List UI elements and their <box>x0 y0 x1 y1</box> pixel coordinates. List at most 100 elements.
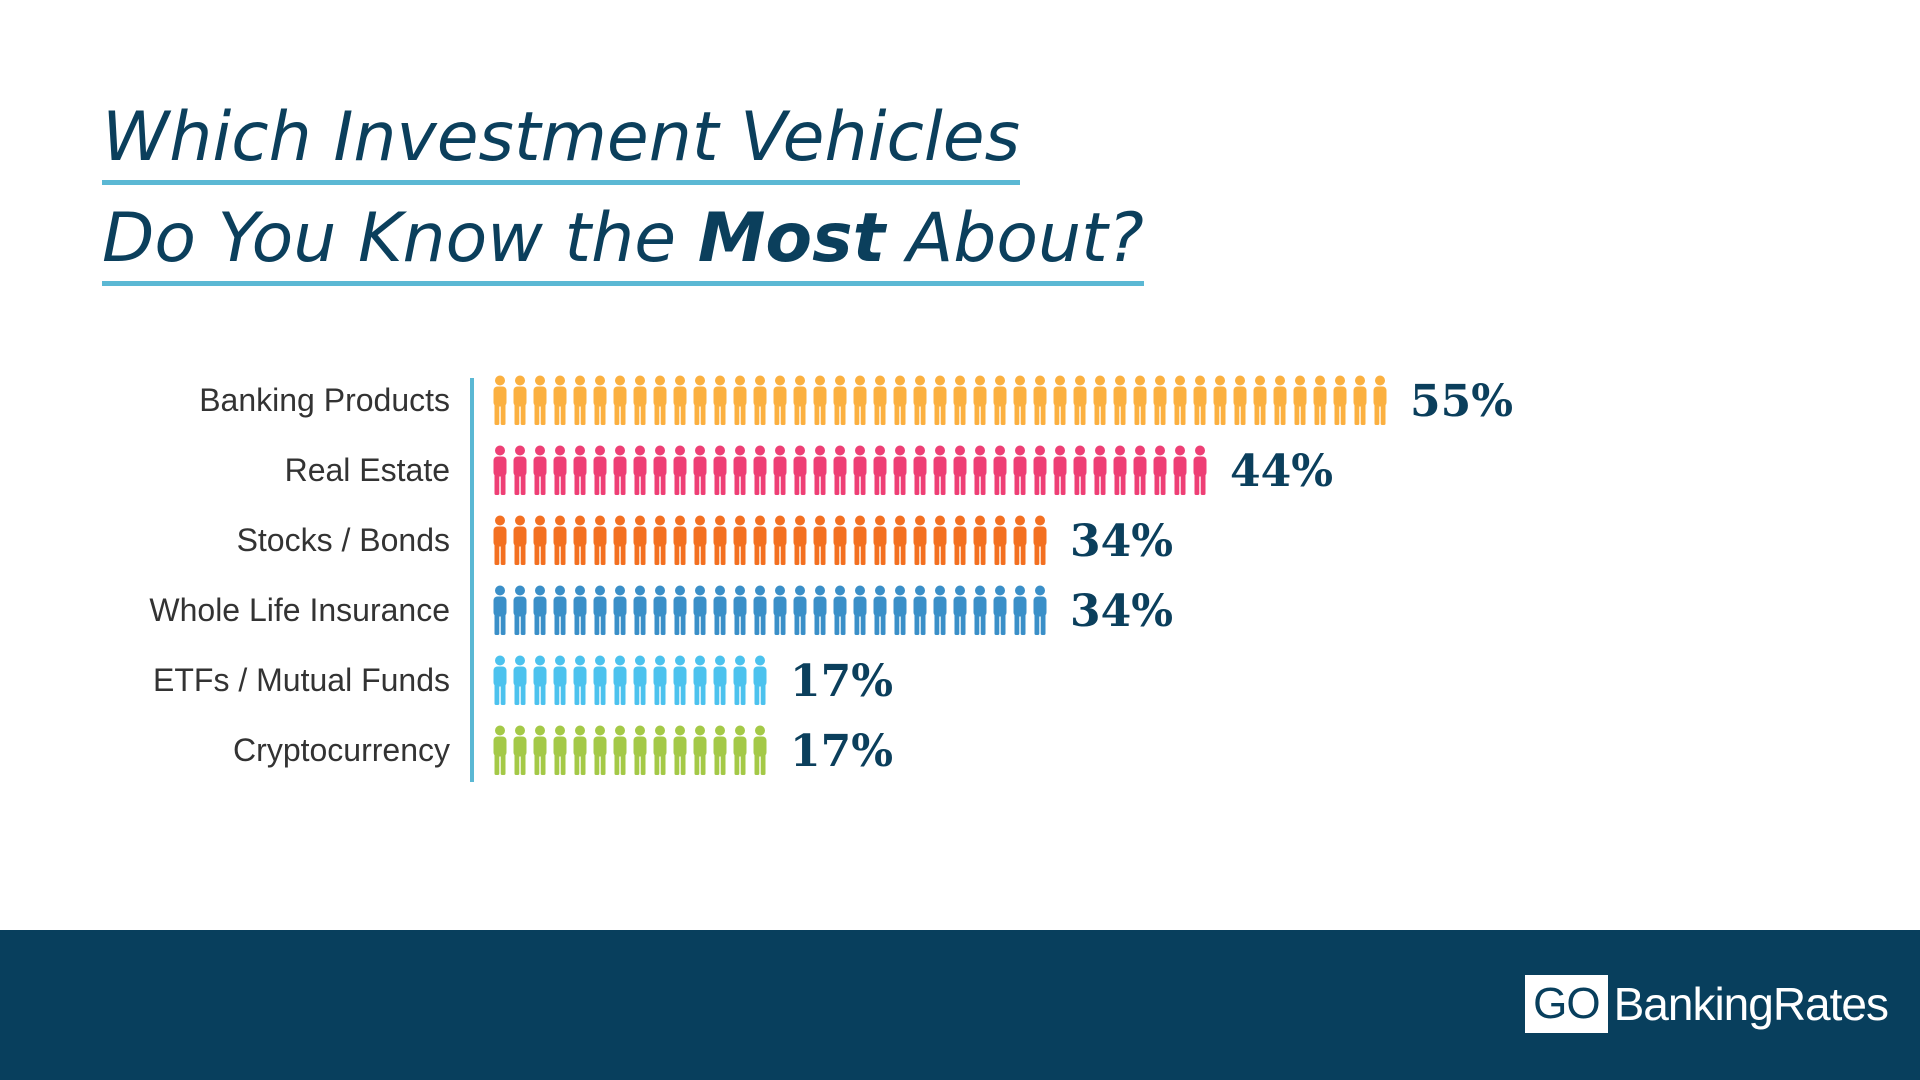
person-icon <box>713 445 727 495</box>
person-icon <box>1173 445 1187 495</box>
person-icon <box>613 655 627 705</box>
person-icon <box>1233 375 1247 425</box>
person-icon <box>533 585 547 635</box>
category-label: ETFs / Mutual Funds <box>153 662 450 698</box>
person-icon <box>673 515 687 565</box>
category-label: Stocks / Bonds <box>237 522 450 558</box>
person-icon <box>513 725 527 775</box>
person-icon <box>733 585 747 635</box>
person-icon <box>653 445 667 495</box>
person-icon <box>733 725 747 775</box>
person-icon <box>1193 445 1207 495</box>
person-icon <box>553 445 567 495</box>
person-icon <box>973 375 987 425</box>
person-icon <box>753 445 767 495</box>
value-label: 17% <box>790 656 893 707</box>
person-icon <box>573 375 587 425</box>
person-icon <box>573 725 587 775</box>
person-icon <box>1313 375 1327 425</box>
person-icon <box>713 725 727 775</box>
person-icon <box>753 725 767 775</box>
person-icon <box>673 725 687 775</box>
person-icon <box>553 515 567 565</box>
person-icon <box>753 655 767 705</box>
bar-row: Real Estate 44% <box>285 445 1333 497</box>
logo-go: GO <box>1525 975 1608 1033</box>
person-icon <box>633 375 647 425</box>
person-icon <box>593 515 607 565</box>
person-icon <box>773 375 787 425</box>
person-icon <box>1033 445 1047 495</box>
person-icon <box>613 585 627 635</box>
person-icon <box>573 515 587 565</box>
person-icon <box>853 515 867 565</box>
person-icon <box>893 515 907 565</box>
value-label: 17% <box>790 726 893 777</box>
title-emphasis: Most <box>697 199 886 278</box>
person-icon <box>773 585 787 635</box>
person-icon <box>993 515 1007 565</box>
person-icon <box>733 515 747 565</box>
person-icon <box>493 585 507 635</box>
value-label: 44% <box>1230 446 1333 497</box>
person-icon <box>1133 375 1147 425</box>
person-icon <box>853 585 867 635</box>
person-icon <box>813 375 827 425</box>
person-icon <box>693 585 707 635</box>
person-icon <box>593 655 607 705</box>
person-icon <box>1013 445 1027 495</box>
bar-row: Cryptocurrency 17% <box>233 725 893 777</box>
person-icon <box>813 585 827 635</box>
person-icon <box>1253 375 1267 425</box>
person-icon <box>533 445 547 495</box>
person-icon <box>673 445 687 495</box>
person-icon <box>593 585 607 635</box>
person-icon <box>933 515 947 565</box>
person-icon <box>1273 375 1287 425</box>
person-icon <box>833 515 847 565</box>
person-icon <box>1113 375 1127 425</box>
person-icon <box>513 585 527 635</box>
person-icon <box>1013 515 1027 565</box>
bar-row: Banking Products 55% <box>199 375 1513 427</box>
person-icon <box>553 725 567 775</box>
person-icon <box>933 375 947 425</box>
logo-text: BankingRates <box>1613 978 1889 1030</box>
person-icon <box>1133 445 1147 495</box>
value-label: 34% <box>1070 516 1173 567</box>
person-icon <box>493 515 507 565</box>
person-icon <box>953 375 967 425</box>
person-icon <box>893 585 907 635</box>
person-icon <box>593 445 607 495</box>
person-icon <box>713 375 727 425</box>
person-icon <box>1033 515 1047 565</box>
person-icon <box>533 725 547 775</box>
person-icon <box>873 515 887 565</box>
person-icon <box>633 585 647 635</box>
person-icon <box>493 375 507 425</box>
person-icon <box>493 655 507 705</box>
person-icon <box>793 515 807 565</box>
person-icon <box>1373 375 1387 425</box>
person-icon <box>933 585 947 635</box>
person-icon <box>1153 445 1167 495</box>
person-icon <box>1073 375 1087 425</box>
person-icon <box>633 725 647 775</box>
person-icon <box>793 585 807 635</box>
person-icon <box>873 375 887 425</box>
person-icon <box>1073 445 1087 495</box>
person-icon <box>593 375 607 425</box>
person-icon <box>713 585 727 635</box>
person-icon <box>753 515 767 565</box>
person-icon <box>553 585 567 635</box>
person-icon <box>813 515 827 565</box>
person-icon <box>1153 375 1167 425</box>
person-icon <box>673 585 687 635</box>
person-icon <box>1033 375 1047 425</box>
person-icon <box>693 515 707 565</box>
person-icon <box>493 445 507 495</box>
person-icon <box>533 655 547 705</box>
person-icon <box>833 445 847 495</box>
footer-bar: GO BankingRates <box>0 930 1920 1080</box>
person-icon <box>953 515 967 565</box>
